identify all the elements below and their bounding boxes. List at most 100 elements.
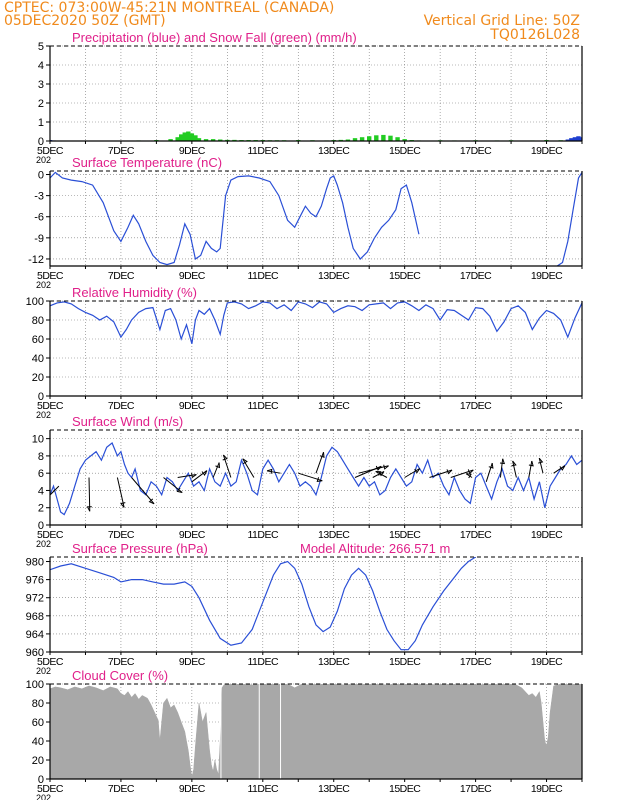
x-tick-label: 5DEC bbox=[37, 783, 64, 795]
year-label: 202 bbox=[36, 793, 51, 800]
y-tick-label: 0 bbox=[38, 520, 44, 532]
bar bbox=[374, 135, 379, 141]
y-tick-label: 5 bbox=[38, 41, 44, 53]
y-tick-label: 10 bbox=[32, 434, 44, 446]
header-grid-note: Vertical Grid Line: 50Z bbox=[423, 13, 580, 29]
x-tick-label: 13DEC bbox=[318, 270, 350, 282]
x-tick-label: 9DEC bbox=[179, 783, 206, 795]
bar bbox=[352, 138, 358, 141]
x-tick-label: 17DEC bbox=[460, 400, 492, 412]
bar bbox=[395, 137, 400, 141]
wind-vector-head bbox=[191, 473, 197, 479]
x-tick-label: 9DEC bbox=[179, 529, 206, 541]
wind-vector-head bbox=[466, 473, 472, 479]
plot-area bbox=[50, 557, 476, 651]
x-tick-label: 19DEC bbox=[531, 270, 563, 282]
wind-vector-head bbox=[559, 465, 566, 471]
bar bbox=[168, 139, 173, 141]
wind-vector-head bbox=[201, 470, 208, 476]
y-tick-label: 2 bbox=[38, 98, 44, 110]
wind-vector bbox=[222, 454, 232, 478]
y-tick-label: 100 bbox=[26, 296, 44, 308]
bar bbox=[182, 132, 187, 141]
series-line bbox=[50, 171, 420, 266]
y-tick-label: 60 bbox=[32, 717, 44, 729]
wind-vector-head bbox=[375, 471, 382, 476]
wind-vector bbox=[512, 460, 517, 478]
panel-0: 0 1 2 3 4 5 5DEC 7DEC 9DEC 11DEC 13DEC 15DEC 17DEC 19… bbox=[36, 30, 583, 165]
x-tick-label: 5DEC bbox=[37, 656, 64, 668]
series-line bbox=[50, 301, 582, 344]
x-tick-label: 7DEC bbox=[108, 270, 135, 282]
panel-title: Surface Pressure (hPa) bbox=[72, 541, 208, 556]
x-tick-label: 11DEC bbox=[248, 270, 279, 282]
wind-vector-head bbox=[383, 464, 389, 470]
x-tick-label: 5DEC bbox=[37, 145, 64, 157]
plot-area bbox=[50, 171, 582, 266]
x-tick-label: 9DEC bbox=[179, 400, 206, 412]
x-tick-label: 5DEC bbox=[37, 529, 64, 541]
bar bbox=[189, 133, 195, 141]
y-tick-label: 4 bbox=[38, 60, 44, 72]
bar bbox=[218, 139, 223, 141]
bar bbox=[402, 139, 407, 141]
wind-vector-head bbox=[242, 458, 248, 465]
plot-area bbox=[50, 684, 582, 779]
x-tick-label: 15DEC bbox=[389, 270, 421, 282]
series-line bbox=[50, 442, 582, 516]
wind-vector bbox=[553, 465, 566, 474]
x-tick-label: 9DEC bbox=[179, 145, 206, 157]
wind-vector bbox=[88, 477, 91, 512]
y-tick-label: 100 bbox=[26, 679, 44, 691]
bar bbox=[576, 136, 581, 141]
x-tick-label: 5DEC bbox=[37, 400, 64, 412]
series-line-2 bbox=[556, 172, 582, 266]
y-tick-label: 80 bbox=[32, 315, 44, 327]
bar bbox=[569, 138, 574, 141]
y-tick-label: 6 bbox=[38, 468, 44, 480]
wind-vector-head bbox=[538, 457, 544, 464]
x-tick-label: 7DEC bbox=[108, 145, 135, 157]
bar bbox=[179, 134, 184, 141]
wind-vector-head bbox=[488, 463, 494, 469]
y-tick-label: 980 bbox=[26, 557, 44, 569]
x-tick-label: 17DEC bbox=[460, 529, 492, 541]
y-tick-label: -12 bbox=[28, 254, 44, 266]
wind-vector bbox=[375, 471, 388, 478]
year-label: 202 bbox=[36, 155, 51, 165]
series-line bbox=[50, 557, 476, 651]
panel-1: 0 -3 -6 -9 -12 5DEC 7DEC 9DEC 11DEC 13DEC 15DEC 17D… bbox=[28, 155, 583, 290]
x-tick-label: 11DEC bbox=[248, 529, 279, 541]
wind-vector bbox=[404, 468, 420, 478]
y-tick-label: 960 bbox=[26, 647, 44, 659]
wind-vector bbox=[212, 462, 220, 478]
wind-vector bbox=[50, 485, 60, 496]
bar bbox=[565, 139, 571, 141]
panel-title: Surface Wind (m/s) bbox=[72, 414, 183, 429]
y-tick-label: 968 bbox=[26, 611, 44, 623]
plot-area bbox=[50, 301, 582, 344]
wind-vector bbox=[499, 458, 504, 478]
x-tick-label: 19DEC bbox=[531, 783, 563, 795]
x-tick-label: 7DEC bbox=[108, 783, 135, 795]
wind-vector bbox=[528, 460, 533, 478]
y-tick-label: 0 bbox=[38, 136, 44, 148]
panel-3: 0 2 4 6 8 10 5DEC 7DEC 9DEC 11DEC 13DEC 15DEC 17DEC 1… bbox=[32, 414, 583, 549]
x-tick-label: 15DEC bbox=[389, 145, 421, 157]
wind-vector-head bbox=[446, 469, 453, 475]
wind-vector-head bbox=[414, 468, 421, 474]
wind-vector bbox=[538, 458, 544, 474]
bar bbox=[381, 134, 386, 141]
x-tick-label: 9DEC bbox=[179, 656, 206, 668]
x-tick-label: 17DEC bbox=[460, 783, 492, 795]
wind-vector bbox=[429, 469, 453, 478]
x-tick-label: 5DEC bbox=[37, 270, 64, 282]
x-tick-label: 17DEC bbox=[460, 145, 492, 157]
y-tick-label: 964 bbox=[26, 629, 44, 641]
cloud-cover-area bbox=[50, 684, 582, 779]
y-tick-label: 3 bbox=[38, 79, 44, 91]
wind-vector-head bbox=[319, 452, 325, 458]
wind-vector-head bbox=[266, 468, 273, 474]
y-tick-label: 972 bbox=[26, 593, 44, 605]
x-tick-label: 13DEC bbox=[318, 529, 350, 541]
